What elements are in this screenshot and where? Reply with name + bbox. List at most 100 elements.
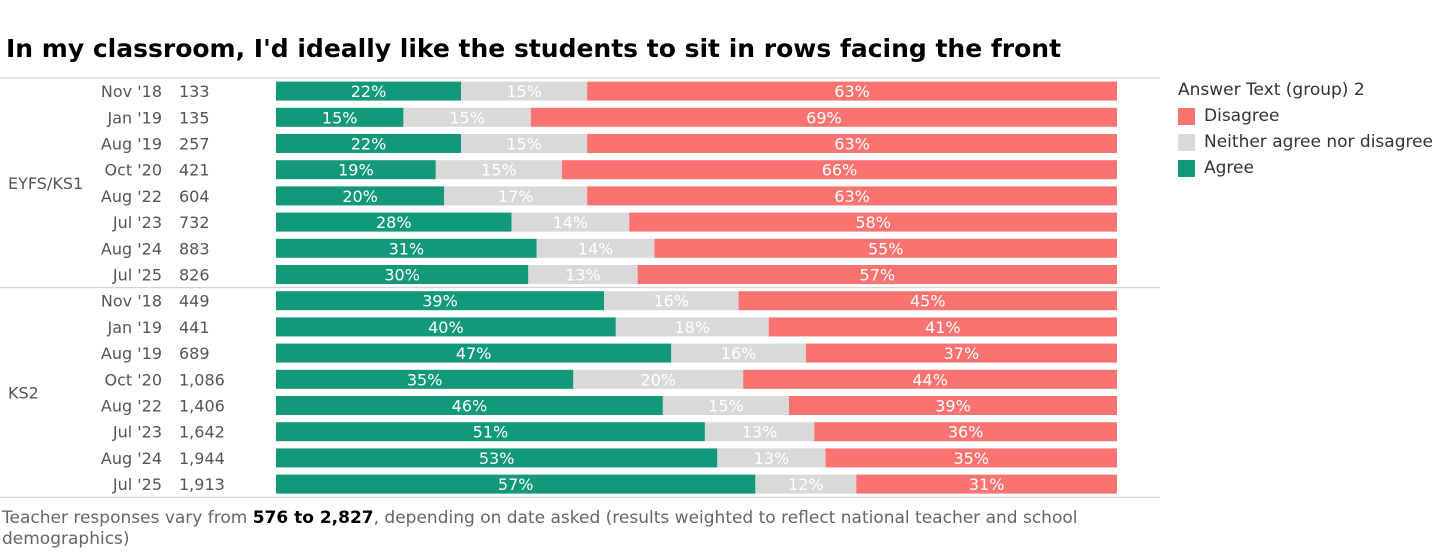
bar-disagree — [805, 343, 1117, 363]
bar-label-agree: 15% — [322, 108, 358, 127]
legend-item-neither[interactable]: Neither agree nor disagree — [1178, 129, 1433, 155]
row-date-label: Jul '25 — [112, 266, 162, 285]
bar-label-agree: 53% — [479, 449, 515, 468]
bar-label-agree: 19% — [338, 161, 374, 180]
bar-agree — [276, 448, 718, 468]
bar-label-agree: 20% — [342, 187, 378, 206]
row-count-label: 1,944 — [179, 449, 225, 468]
row-count-label: 257 — [179, 135, 210, 154]
bar-label-disagree: 37% — [944, 344, 980, 363]
row-count-label: 421 — [179, 161, 210, 180]
row-date-label: Aug '24 — [101, 449, 162, 468]
row-count-label: 1,642 — [179, 423, 225, 442]
footnote-prefix: Teacher responses vary from — [2, 508, 253, 528]
bar-label-agree: 46% — [452, 397, 488, 416]
bar-neither — [403, 107, 531, 127]
legend-item-agree[interactable]: Agree — [1178, 155, 1433, 181]
bar-label-neither: 15% — [506, 82, 542, 101]
bar-label-disagree: 35% — [954, 449, 990, 468]
bar-label-neither: 15% — [449, 108, 485, 127]
bar-label-disagree: 36% — [948, 423, 984, 442]
legend-label-disagree: Disagree — [1204, 106, 1280, 126]
bar-label-agree: 51% — [473, 423, 509, 442]
legend: Answer Text (group) 2 Disagree Neither a… — [1178, 80, 1433, 181]
bar-disagree — [629, 212, 1117, 232]
row-count-label: 689 — [179, 344, 210, 363]
bar-label-disagree: 57% — [860, 266, 896, 285]
bar-neither — [573, 369, 744, 389]
bar-agree — [276, 107, 404, 127]
bar-label-agree: 57% — [498, 475, 534, 494]
bar-label-agree: 39% — [422, 292, 458, 311]
bar-disagree — [561, 160, 1117, 180]
bar-label-neither: 16% — [653, 292, 689, 311]
legend-label-agree: Agree — [1204, 158, 1254, 178]
bar-neither — [461, 81, 588, 101]
row-count-label: 1,406 — [179, 397, 225, 416]
legend-swatch-disagree — [1178, 107, 1195, 125]
row-date-label: Aug '19 — [101, 135, 162, 154]
bar-neither — [615, 317, 769, 337]
row-count-label: 732 — [179, 213, 210, 232]
bar-label-agree: 40% — [428, 318, 464, 337]
bar-neither — [662, 396, 790, 415]
row-date-label: Aug '22 — [101, 397, 162, 416]
bar-label-disagree: 31% — [969, 475, 1005, 494]
bar-label-agree: 35% — [407, 370, 443, 389]
bar-neither — [511, 212, 630, 232]
row-date-label: Jul '23 — [112, 213, 162, 232]
bar-label-neither: 15% — [506, 135, 542, 154]
bar-neither — [755, 474, 857, 494]
bar-agree — [276, 291, 604, 311]
row-count-label: 133 — [179, 82, 210, 101]
bar-agree — [276, 212, 512, 232]
bar-label-disagree: 63% — [834, 187, 870, 206]
row-count-label: 441 — [179, 318, 210, 337]
row-date-label: Jan '19 — [106, 108, 162, 127]
bar-label-neither: 12% — [788, 475, 824, 494]
bar-disagree — [738, 291, 1117, 311]
bar-agree — [276, 317, 616, 337]
bar-neither — [704, 422, 815, 442]
bar-label-disagree: 69% — [806, 108, 842, 127]
footnote-suffix: , depending on date asked (results weigh… — [2, 508, 1078, 549]
row-count-label: 135 — [179, 108, 210, 127]
stacked-bar-chart: Nov '18 133 22% 15% 63% Jan '19 135 15% 15% 69% Au… — [0, 77, 1160, 498]
bar-disagree — [587, 186, 1117, 206]
bar-label-neither: 14% — [553, 213, 589, 232]
bar-label-neither: 18% — [674, 318, 710, 337]
row-date-label: Nov '18 — [101, 82, 162, 101]
bar-label-agree: 31% — [389, 239, 425, 258]
bar-agree — [276, 343, 672, 363]
bar-disagree — [768, 317, 1117, 337]
bar-label-agree: 28% — [376, 213, 412, 232]
row-date-label: Aug '24 — [101, 239, 162, 258]
bar-label-disagree: 63% — [834, 135, 870, 154]
bar-label-neither: 15% — [708, 397, 744, 416]
row-date-label: Jul '23 — [112, 423, 162, 442]
bar-label-neither: 17% — [498, 187, 534, 206]
row-date-label: Jul '25 — [112, 475, 162, 494]
bar-agree — [276, 160, 436, 180]
row-date-label: Aug '22 — [101, 187, 162, 206]
legend-item-disagree[interactable]: Disagree — [1178, 103, 1433, 129]
bar-agree — [276, 238, 537, 258]
bar-disagree — [814, 422, 1117, 442]
row-date-label: Jan '19 — [106, 318, 162, 337]
bar-disagree — [856, 474, 1117, 494]
bar-neither — [528, 265, 638, 284]
legend-swatch-neither — [1178, 133, 1195, 151]
bar-label-neither: 15% — [481, 161, 517, 180]
bar-agree — [276, 265, 529, 284]
bar-agree — [276, 474, 756, 494]
bar-label-agree: 22% — [351, 135, 387, 154]
bar-neither — [717, 448, 826, 468]
row-count-label: 604 — [179, 187, 210, 206]
bar-agree — [276, 369, 574, 389]
row-count-label: 883 — [179, 239, 210, 258]
row-date-label: Oct '20 — [104, 161, 162, 180]
bar-agree — [276, 81, 462, 101]
bar-label-agree: 22% — [351, 82, 387, 101]
group-label: KS2 — [8, 383, 39, 402]
chart-title: In my classroom, I'd ideally like the st… — [6, 34, 1062, 63]
